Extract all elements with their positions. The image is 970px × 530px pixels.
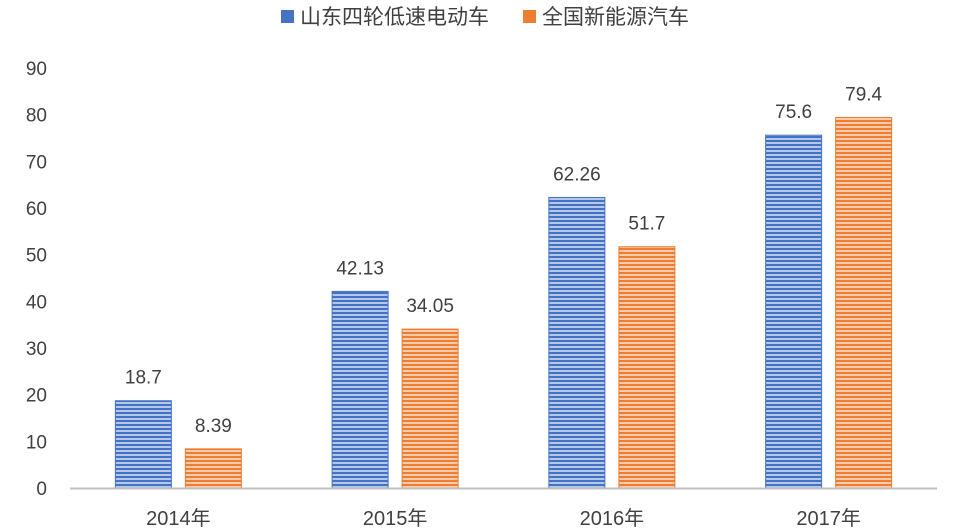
data-label-series-2-4: 79.4: [845, 84, 882, 105]
y-tick-label: 60: [26, 199, 47, 220]
legend-label-series-1: 山东四轮低速电动车: [300, 5, 489, 29]
x-tick-label: 2015年: [363, 507, 428, 530]
data-label-series-1-1: 18.7: [125, 368, 162, 389]
bar-series-2-1: [184, 448, 242, 489]
y-tick-label: 50: [26, 246, 47, 267]
bar-series-1-3: [548, 196, 606, 489]
y-axis: 0 10 20 30 40 50 60 70 80 90: [26, 59, 47, 500]
x-tick-label: 2017年: [796, 507, 861, 530]
bars: 18.7 8.39 42.13 34.05 62.26 51.7 75.6 79.4: [114, 84, 893, 489]
y-tick-label: 10: [26, 432, 47, 453]
y-tick-label: 70: [26, 152, 47, 173]
y-tick-label: 0: [36, 479, 47, 500]
legend-item-series-1: 山东四轮低速电动车: [281, 1, 489, 31]
y-tick-label: 80: [26, 106, 47, 127]
bar-series-2-3: [618, 246, 676, 489]
data-label-series-2-1: 8.39: [195, 416, 232, 437]
legend-swatch-series-2: [523, 9, 536, 23]
data-label-series-2-3: 51.7: [628, 214, 665, 235]
y-tick-label: 20: [26, 386, 47, 407]
legend-swatch-series-1: [281, 9, 294, 23]
data-label-series-2-2: 34.05: [406, 296, 454, 317]
y-tick-label: 90: [26, 59, 47, 80]
data-label-series-1-2: 42.13: [336, 258, 384, 279]
x-tick-label: 2014年: [146, 507, 211, 530]
bar-series-2-4: [835, 116, 893, 489]
bar-series-2-2: [401, 328, 459, 489]
bar-series-1-2: [331, 290, 389, 489]
legend-label-series-2: 全国新能源汽车: [542, 5, 689, 29]
bar-series-1-1: [114, 400, 172, 489]
bar-series-1-4: [765, 134, 823, 489]
legend-item-series-2: 全国新能源汽车: [523, 1, 689, 31]
y-tick-label: 40: [26, 292, 47, 313]
chart-legend: 山东四轮低速电动车 全国新能源汽车: [0, 2, 970, 30]
x-tick-label: 2016年: [580, 507, 645, 530]
data-label-series-1-4: 75.6: [775, 102, 812, 123]
y-tick-label: 30: [26, 339, 47, 360]
data-label-series-1-3: 62.26: [553, 164, 601, 185]
x-axis: 2014年 2015年 2016年 2017年: [70, 487, 937, 530]
